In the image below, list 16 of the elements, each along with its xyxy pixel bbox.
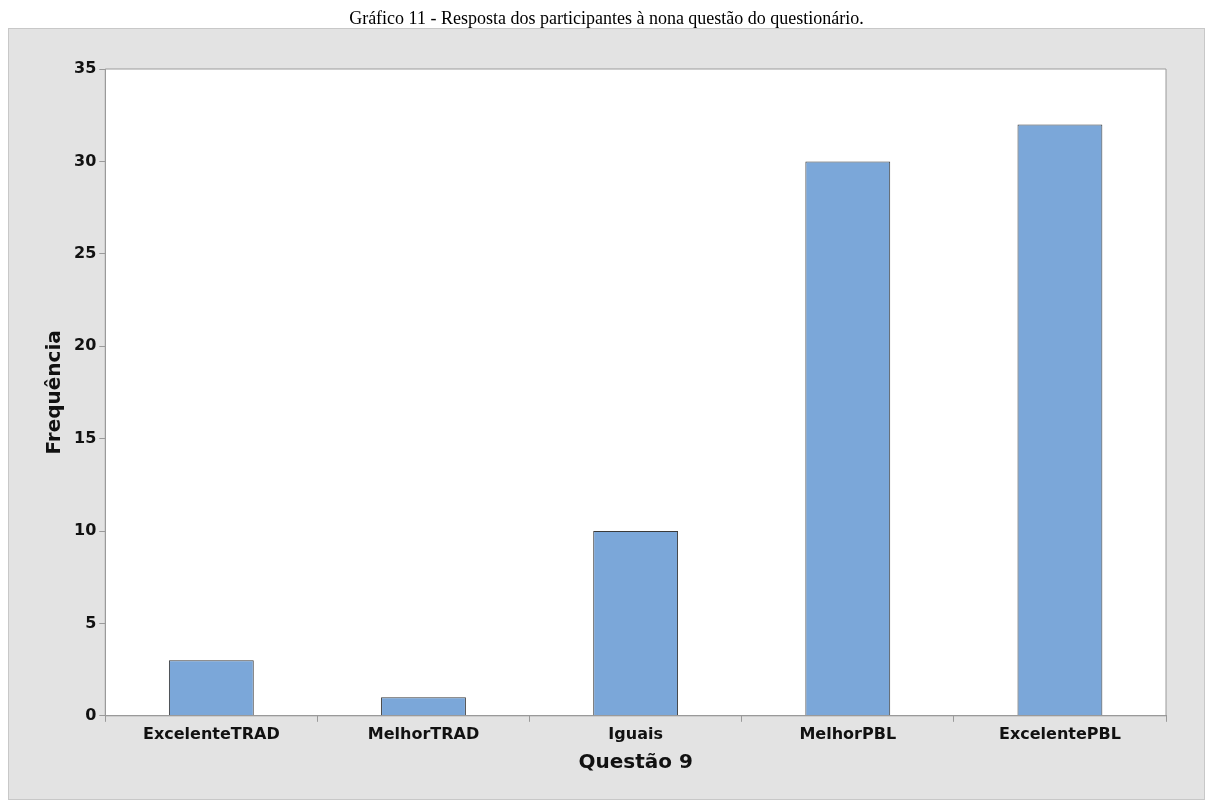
y-tick-label: 10 xyxy=(74,520,97,540)
chart-title: Gráfico 11 - Resposta dos participantes à nona questão do questionário. xyxy=(348,8,865,28)
y-tick-label: 5 xyxy=(85,612,97,632)
x-tick-label: Iguais xyxy=(608,723,663,743)
y-tick-label: 20 xyxy=(74,335,97,355)
x-axis-title: Questão 9 xyxy=(578,749,693,774)
x-tick-label: MelhorTRAD xyxy=(367,723,480,743)
y-tick-label: 25 xyxy=(74,242,97,262)
y-tick-label: 30 xyxy=(74,150,97,170)
y-tick-label: 0 xyxy=(85,704,97,724)
x-tick-label: ExcelenteTRAD xyxy=(142,723,280,743)
y-tick-label: 35 xyxy=(74,58,97,78)
x-tick-label: MelhorPBL xyxy=(799,723,897,743)
x-tick-label: ExcelentePBL xyxy=(998,723,1121,743)
y-axis-title: Frequência xyxy=(41,330,66,455)
y-tick-label: 15 xyxy=(74,427,97,447)
